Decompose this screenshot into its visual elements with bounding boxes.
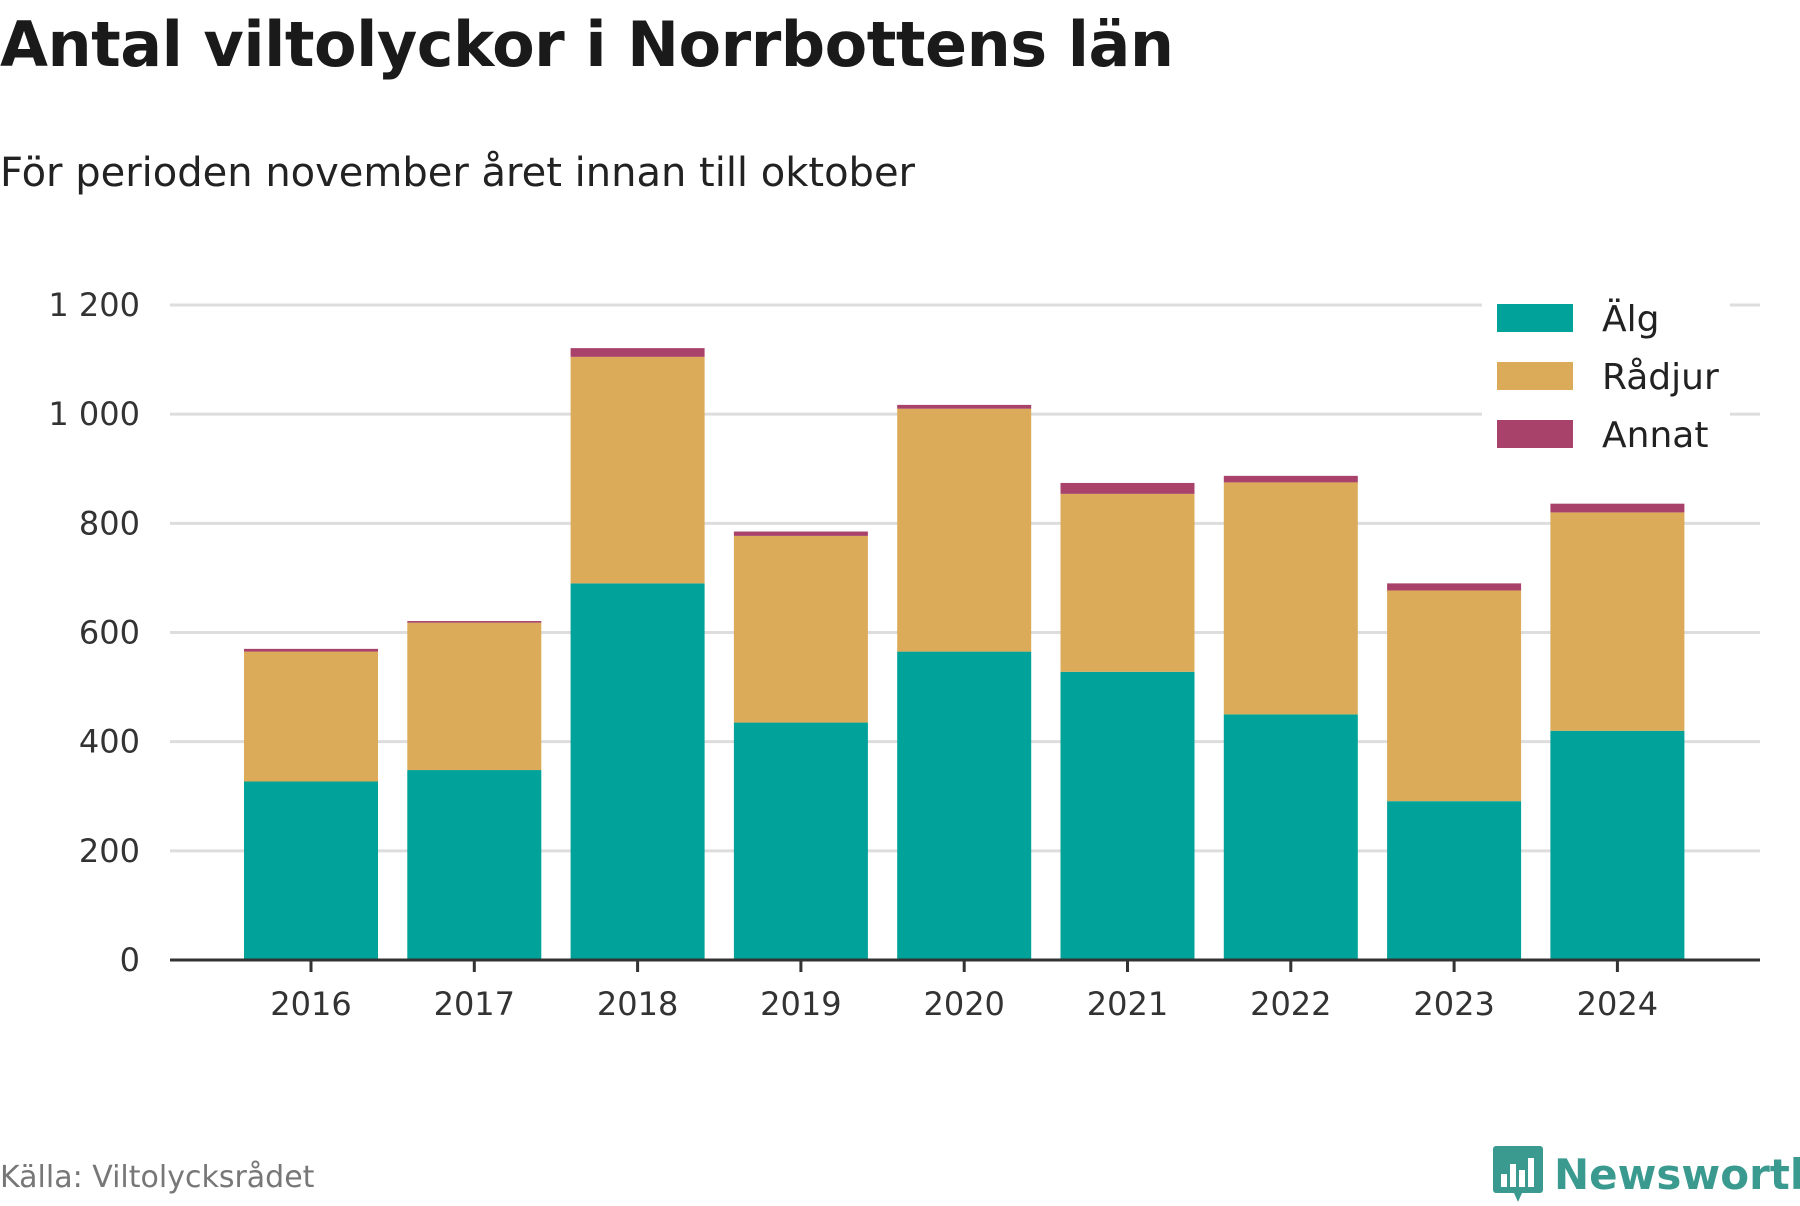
bar-segment xyxy=(733,531,868,536)
bar-segment xyxy=(570,583,705,960)
chart-subtitle: För perioden november året innan till ok… xyxy=(0,150,915,196)
bar-segment xyxy=(1387,801,1522,960)
y-tick-label: 0 xyxy=(120,941,140,979)
x-tick-label: 2022 xyxy=(1250,985,1331,1023)
x-tick-label: 2017 xyxy=(434,985,515,1023)
bar-segment xyxy=(244,648,378,652)
y-tick-label: 1 000 xyxy=(48,395,140,433)
bar-segment xyxy=(244,781,378,960)
bar-segment xyxy=(897,408,1032,652)
bar-segment xyxy=(1223,714,1358,960)
legend-swatch xyxy=(1497,304,1573,332)
legend-label: Rådjur xyxy=(1602,357,1719,398)
bar-segment xyxy=(1550,512,1685,731)
bar-segment xyxy=(1387,590,1522,802)
bar-segment xyxy=(1060,671,1195,960)
legend: Älg Rådjur Annat xyxy=(1482,298,1730,460)
x-tick-label: 2024 xyxy=(1577,985,1658,1023)
bar-segment xyxy=(1223,475,1358,483)
bar-segment xyxy=(1223,482,1358,715)
source-note: Källa: Viltolycksrådet xyxy=(0,1160,315,1195)
y-tick-label: 600 xyxy=(79,614,140,652)
chart-title: Antal viltolyckor i Norrbottens län xyxy=(0,8,1174,81)
legend-label: Älg xyxy=(1602,298,1659,340)
brand-name: Newsworthy xyxy=(1554,1149,1800,1199)
bar-segment xyxy=(897,404,1032,409)
bars xyxy=(244,348,1685,960)
bar-segment xyxy=(897,651,1032,960)
y-axis-tick-labels: 0 200 400 600 800 1 000 1 200 xyxy=(48,286,140,979)
y-tick-label: 400 xyxy=(79,723,140,761)
bar-segment xyxy=(733,722,868,960)
legend-swatch xyxy=(1497,362,1573,390)
x-tick-label: 2019 xyxy=(760,985,841,1023)
y-tick-label: 200 xyxy=(79,832,140,870)
bar-segment xyxy=(570,356,705,584)
bar-segment xyxy=(407,622,542,771)
y-tick-label: 1 200 xyxy=(48,286,140,324)
x-axis: 2016 2017 2018 2019 2020 2021 2022 2023 2024 xyxy=(170,958,1760,1023)
x-tick-label: 2021 xyxy=(1087,985,1168,1023)
bar-segment xyxy=(407,770,542,960)
legend-swatch xyxy=(1497,420,1573,448)
bar-segment xyxy=(1060,482,1195,494)
bar-segment xyxy=(733,535,868,723)
x-tick-label: 2023 xyxy=(1413,985,1494,1023)
bar-segment xyxy=(407,621,542,623)
bar-segment xyxy=(1387,583,1522,591)
brand-logo: Newsworthy xyxy=(1492,1142,1800,1206)
bar-segment xyxy=(1550,730,1685,960)
y-tick-label: 800 xyxy=(79,504,140,542)
x-tick-label: 2018 xyxy=(597,985,678,1023)
x-tick-label: 2020 xyxy=(923,985,1004,1023)
bar-segment xyxy=(1550,503,1685,513)
newsworthy-logo-icon xyxy=(1493,1146,1543,1202)
bar-segment xyxy=(1060,493,1195,672)
bar-segment xyxy=(244,651,378,782)
x-tick-label: 2016 xyxy=(270,985,351,1023)
legend-label: Annat xyxy=(1602,415,1708,456)
bar-segment xyxy=(570,348,705,357)
